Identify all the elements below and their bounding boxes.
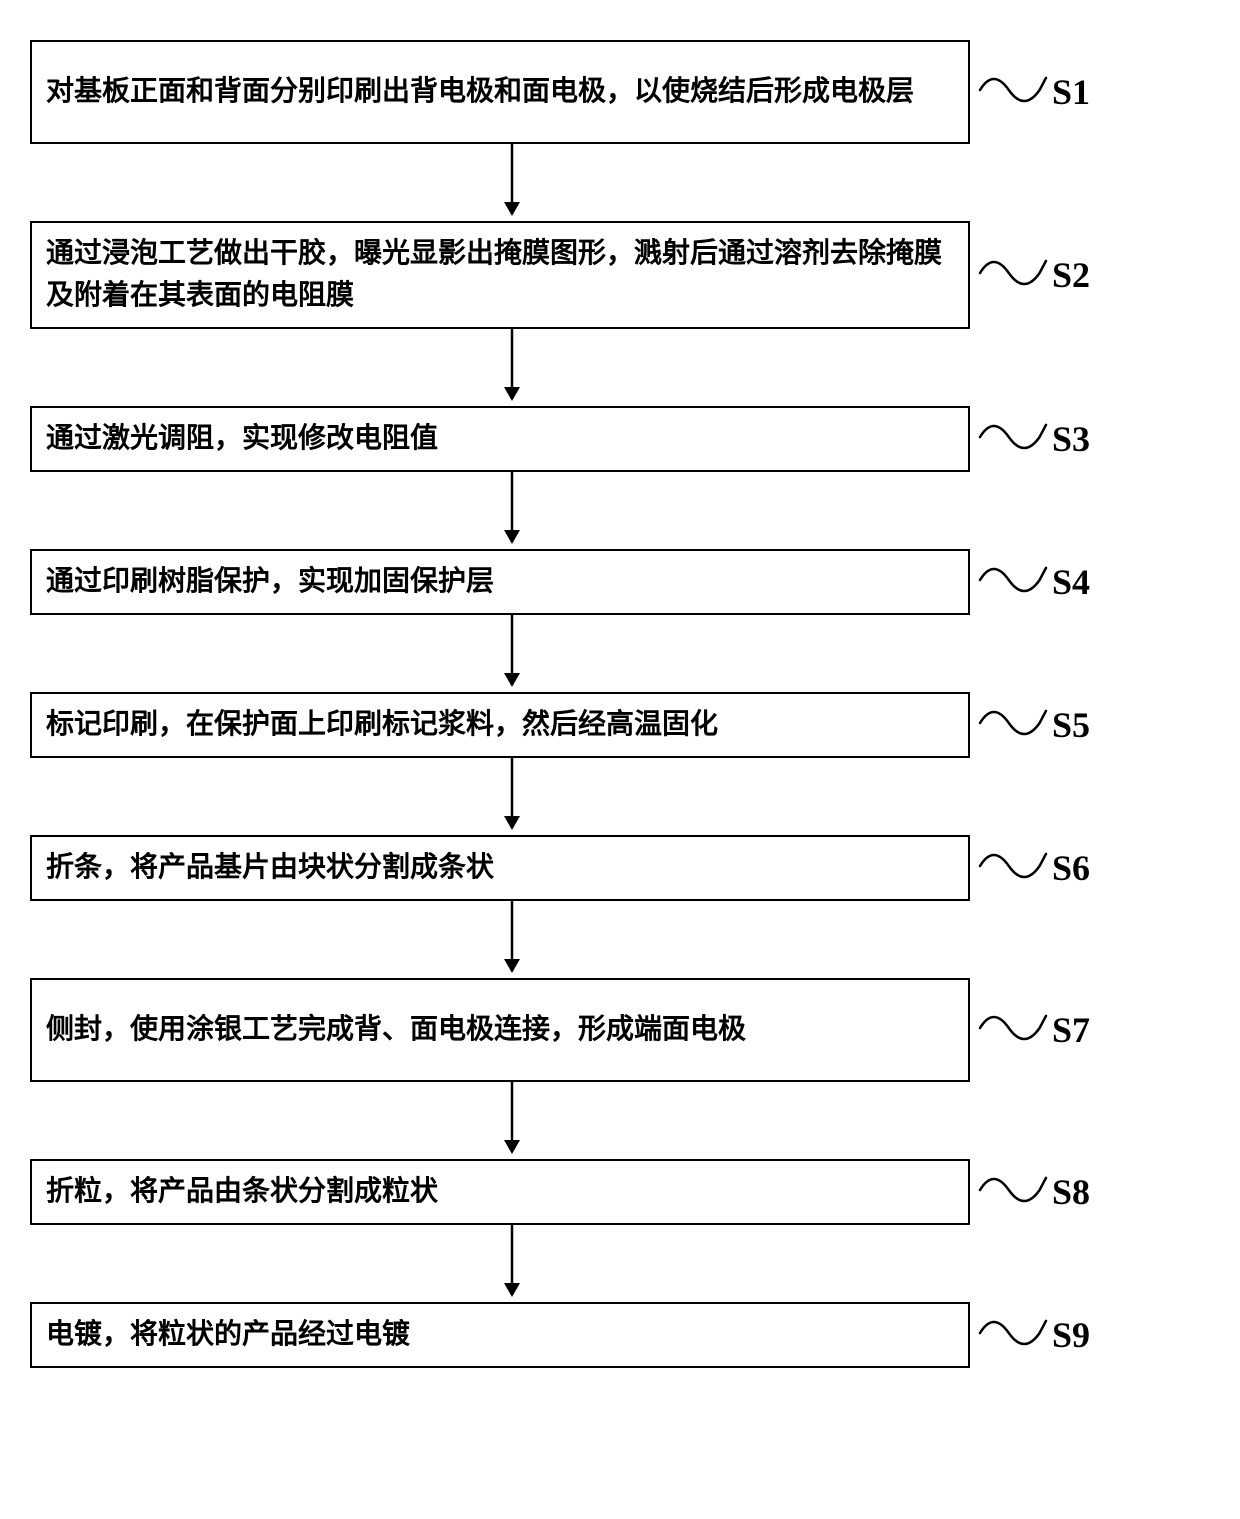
step-text-3: 通过激光调阻，实现修改电阻值 [46,418,438,460]
brace-icon-7 [978,999,1048,1062]
step-label-3: S3 [1052,418,1090,460]
brace-icon-9 [978,1304,1048,1367]
label-container-9: S9 [978,1304,1090,1367]
arrow-down-icon-3 [500,472,524,549]
step-box-2: 通过浸泡工艺做出干胶，曝光显影出掩膜图形，溅射后通过溶剂去除掩膜及附着在其表面的… [30,221,970,329]
step-box-5: 标记印刷，在保护面上印刷标记浆料，然后经高温固化 [30,692,970,758]
brace-icon-1 [978,61,1048,124]
arrow-container-4 [30,615,524,692]
step-text-4: 通过印刷树脂保护，实现加固保护层 [46,561,494,603]
label-container-8: S8 [978,1161,1090,1224]
step-box-8: 折粒，将产品由条状分割成粒状 [30,1159,970,1225]
step-row-6: 折条，将产品基片由块状分割成条状 S6 [30,835,1210,901]
step-row-1: 对基板正面和背面分别印刷出背电极和面电极，以使烧结后形成电极层 S1 [30,40,1210,144]
label-container-2: S2 [978,244,1090,307]
step-row-7: 侧封，使用涂银工艺完成背、面电极连接，形成端面电极 S7 [30,978,1210,1082]
step-text-2: 通过浸泡工艺做出干胶，曝光显影出掩膜图形，溅射后通过溶剂去除掩膜及附着在其表面的… [46,233,954,317]
step-row-9: 电镀，将粒状的产品经过电镀 S9 [30,1302,1210,1368]
step-label-7: S7 [1052,1009,1090,1051]
step-row-2: 通过浸泡工艺做出干胶，曝光显影出掩膜图形，溅射后通过溶剂去除掩膜及附着在其表面的… [30,221,1210,329]
label-container-1: S1 [978,61,1090,124]
step-box-9: 电镀，将粒状的产品经过电镀 [30,1302,970,1368]
step-box-6: 折条，将产品基片由块状分割成条状 [30,835,970,901]
arrow-container-3 [30,472,524,549]
arrow-down-icon-7 [500,1082,524,1159]
step-text-5: 标记印刷，在保护面上印刷标记浆料，然后经高温固化 [46,704,718,746]
arrow-down-icon-5 [500,758,524,835]
step-box-3: 通过激光调阻，实现修改电阻值 [30,406,970,472]
step-box-1: 对基板正面和背面分别印刷出背电极和面电极，以使烧结后形成电极层 [30,40,970,144]
step-text-9: 电镀，将粒状的产品经过电镀 [46,1314,410,1356]
step-label-9: S9 [1052,1314,1090,1356]
arrow-container-6 [30,901,524,978]
step-label-2: S2 [1052,254,1090,296]
step-label-4: S4 [1052,561,1090,603]
brace-icon-5 [978,694,1048,757]
step-label-8: S8 [1052,1171,1090,1213]
step-label-1: S1 [1052,71,1090,113]
step-row-4: 通过印刷树脂保护，实现加固保护层 S4 [30,549,1210,615]
label-container-3: S3 [978,408,1090,471]
label-container-7: S7 [978,999,1090,1062]
brace-icon-3 [978,408,1048,471]
label-container-5: S5 [978,694,1090,757]
arrow-down-icon-2 [500,329,524,406]
arrow-down-icon-6 [500,901,524,978]
step-row-3: 通过激光调阻，实现修改电阻值 S3 [30,406,1210,472]
step-row-5: 标记印刷，在保护面上印刷标记浆料，然后经高温固化 S5 [30,692,1210,758]
arrow-container-7 [30,1082,524,1159]
label-container-6: S6 [978,837,1090,900]
brace-icon-2 [978,244,1048,307]
step-box-7: 侧封，使用涂银工艺完成背、面电极连接，形成端面电极 [30,978,970,1082]
arrow-down-icon-1 [500,144,524,221]
arrow-down-icon-4 [500,615,524,692]
step-text-7: 侧封，使用涂银工艺完成背、面电极连接，形成端面电极 [46,1009,746,1051]
step-label-6: S6 [1052,847,1090,889]
arrow-container-5 [30,758,524,835]
step-text-6: 折条，将产品基片由块状分割成条状 [46,847,494,889]
step-row-8: 折粒，将产品由条状分割成粒状 S8 [30,1159,1210,1225]
arrow-container-8 [30,1225,524,1302]
label-container-4: S4 [978,551,1090,614]
arrow-container-2 [30,329,524,406]
arrow-container-1 [30,144,524,221]
step-text-1: 对基板正面和背面分别印刷出背电极和面电极，以使烧结后形成电极层 [46,71,914,113]
step-label-5: S5 [1052,704,1090,746]
flowchart-container: 对基板正面和背面分别印刷出背电极和面电极，以使烧结后形成电极层 S1 通过浸泡工… [30,40,1210,1368]
step-box-4: 通过印刷树脂保护，实现加固保护层 [30,549,970,615]
step-text-8: 折粒，将产品由条状分割成粒状 [46,1171,438,1213]
arrow-down-icon-8 [500,1225,524,1302]
brace-icon-6 [978,837,1048,900]
brace-icon-4 [978,551,1048,614]
brace-icon-8 [978,1161,1048,1224]
